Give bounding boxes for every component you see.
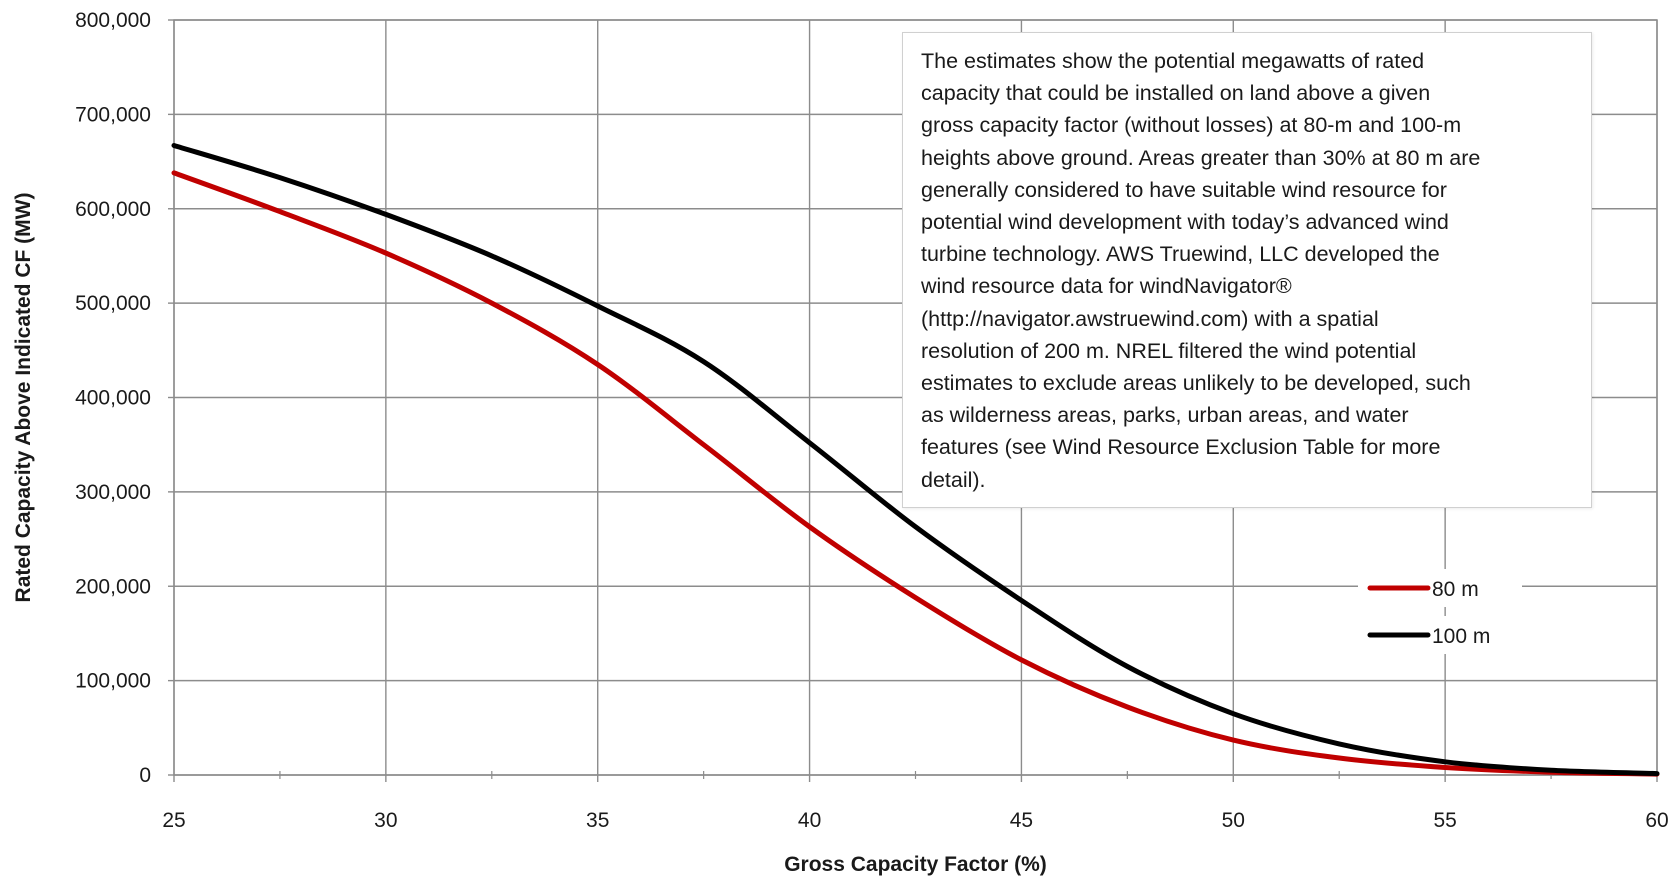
series-lines: [171, 143, 1660, 777]
x-tick-label: 45: [1010, 809, 1033, 832]
y-tick-label: 200,000: [75, 575, 151, 598]
y-tick-label: 800,000: [75, 9, 151, 32]
y-tick-label: 600,000: [75, 198, 151, 221]
legend: 80 m 100 m: [1358, 569, 1522, 654]
x-tick-label: 35: [586, 809, 609, 832]
x-tick-label: 30: [374, 809, 397, 832]
x-tick-label: 60: [1645, 809, 1668, 832]
annotation-text-box: The estimates show the potential megawat…: [902, 32, 1592, 508]
x-tick-label: 50: [1222, 809, 1245, 832]
x-tick-label: 55: [1433, 809, 1456, 832]
y-axis-title: Rated Capacity Above Indicated CF (MW): [12, 193, 35, 603]
y-tick-label: 100,000: [75, 670, 151, 693]
series-line-100m: [171, 143, 1660, 777]
series-line-80m: [171, 170, 1660, 777]
y-tick-label: 0: [139, 764, 151, 787]
y-tick-label: 300,000: [75, 481, 151, 504]
legend-label-100m: 100 m: [1432, 625, 1490, 648]
axis-ticks: [168, 19, 1658, 782]
x-tick-label: 40: [798, 809, 821, 832]
tick-labels: 25 30 35 40 45 50 55 60 0 100,000 200,000 300,000 40…: [75, 9, 1669, 832]
y-tick-label: 400,000: [75, 387, 151, 410]
x-tick-label: 25: [162, 809, 185, 832]
legend-label-80m: 80 m: [1432, 578, 1479, 601]
y-tick-label: 500,000: [75, 292, 151, 315]
x-axis-title: Gross Capacity Factor (%): [784, 853, 1047, 876]
y-tick-label: 700,000: [75, 103, 151, 126]
